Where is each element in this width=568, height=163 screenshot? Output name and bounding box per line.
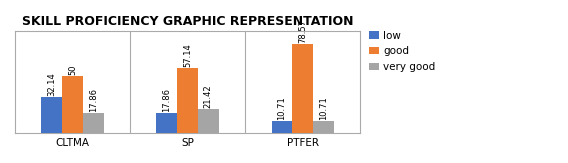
Text: 10.71: 10.71	[277, 96, 286, 120]
Bar	[293, 44, 313, 133]
Text: 50: 50	[68, 65, 77, 75]
Bar	[83, 113, 103, 133]
Text: 21.42: 21.42	[204, 84, 213, 108]
Bar	[62, 76, 83, 133]
Text: 32.14: 32.14	[47, 72, 56, 96]
Text: 10.71: 10.71	[319, 96, 328, 120]
Text: 17.86: 17.86	[162, 88, 172, 112]
Bar	[313, 121, 333, 133]
Bar	[177, 68, 198, 133]
Text: 78.57: 78.57	[298, 19, 307, 43]
Bar	[157, 113, 177, 133]
Legend: low, good, very good: low, good, very good	[369, 31, 436, 72]
Title: SKILL PROFICIENCY GRAPHIC REPRESENTATION: SKILL PROFICIENCY GRAPHIC REPRESENTATION	[22, 15, 353, 28]
Text: 57.14: 57.14	[183, 43, 192, 67]
Bar	[198, 109, 219, 133]
Bar	[272, 121, 293, 133]
Text: 17.86: 17.86	[89, 88, 98, 112]
Bar	[41, 96, 62, 133]
